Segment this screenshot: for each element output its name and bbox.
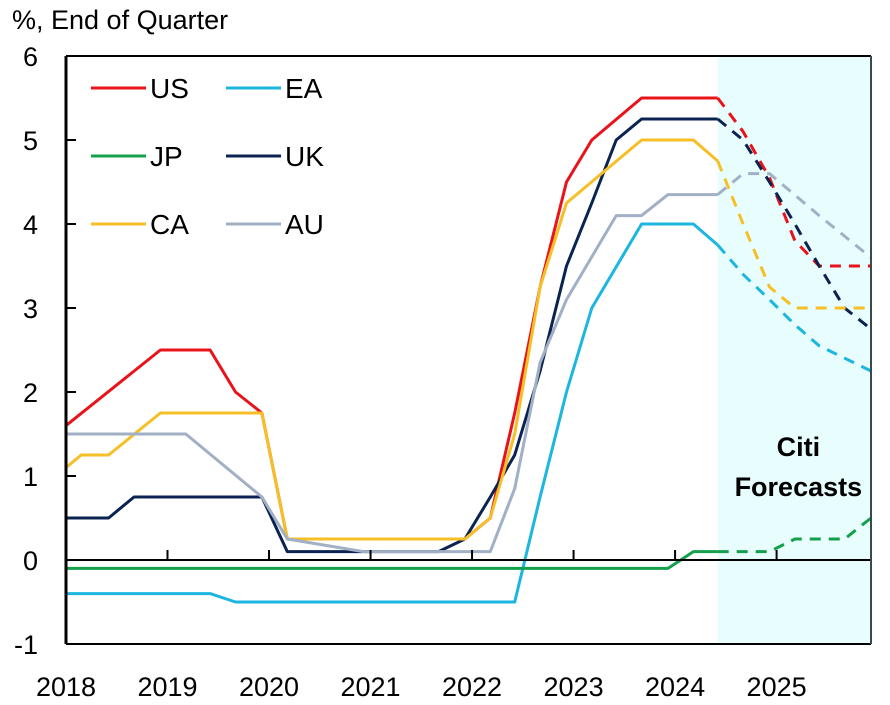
y-tick-label: 6 — [23, 42, 38, 72]
y-tick-label: 0 — [23, 546, 38, 576]
forecast-annotation-line1: Citi — [777, 432, 821, 462]
legend-label-jp: JP — [150, 141, 183, 172]
series-forecast-line-ea — [716, 244, 872, 373]
forecast-annotation-line2: Forecasts — [735, 472, 863, 502]
legend-label-us: US — [150, 73, 189, 104]
legend-label-au: AU — [285, 209, 324, 240]
y-tick-label: 5 — [23, 126, 38, 156]
series-line-ea — [66, 222, 719, 604]
x-tick-label: 2022 — [442, 672, 502, 702]
series-forecast-line-au — [716, 172, 872, 259]
series-line-uk — [66, 117, 718, 554]
x-tick-label: 2020 — [239, 672, 299, 702]
y-tick-label: 3 — [23, 294, 38, 324]
y-tick-label: 4 — [23, 210, 38, 240]
y-tick-label: 1 — [23, 462, 38, 492]
series-forecast-line-jp — [717, 516, 872, 554]
x-tick-label: 2019 — [137, 672, 197, 702]
x-tick-label: 2021 — [341, 672, 401, 702]
x-tick-label: 2025 — [747, 672, 807, 702]
series-forecast-line-ca — [716, 160, 871, 310]
series-line-au — [66, 193, 718, 554]
x-tick-label: 2024 — [645, 672, 705, 702]
legend: US EA JP UK CA AU — [91, 73, 324, 240]
legend-label-ca: CA — [150, 209, 189, 240]
series-line-ca — [65, 138, 719, 541]
y-tick-label: 2 — [23, 378, 38, 408]
y-axis-unit-label: %, End of Quarter — [12, 5, 228, 35]
x-tick-label: 2018 — [36, 672, 96, 702]
axes-layer: -1 0 1 2 3 4 5 6 2018 2019 2020 2021 2022 2023 2024 202… — [14, 42, 872, 702]
x-tick-label: 2023 — [544, 672, 604, 702]
forecast-shade — [717, 56, 871, 644]
legend-label-uk: UK — [285, 141, 324, 172]
y-tick-label: -1 — [14, 630, 38, 660]
series-layer — [65, 96, 872, 604]
legend-label-ea: EA — [285, 73, 323, 104]
